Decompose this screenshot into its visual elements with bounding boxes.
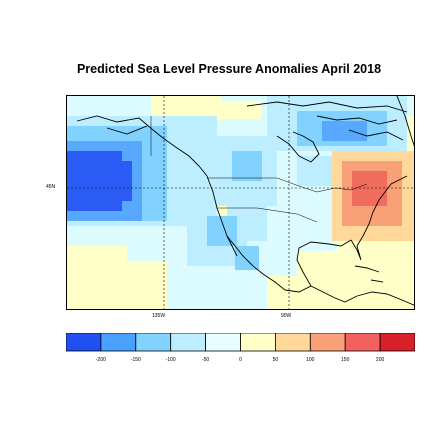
lat-label-45n: 45N: [46, 184, 56, 190]
anomaly-map: [66, 95, 415, 310]
colorbar-level-label: -50: [201, 357, 210, 363]
colorbar-swatch: [65, 332, 102, 352]
colorbar-level-label: -150: [130, 357, 141, 363]
anomaly-map-canvas: [67, 96, 414, 309]
colorbar-level-label: 200: [375, 357, 385, 363]
field-negative-core: [67, 151, 132, 211]
colorbar-level-label: 0: [239, 357, 242, 363]
colorbar-swatch: [240, 332, 276, 352]
colorbar-swatch: [170, 332, 206, 352]
lon-label-90w: 90W: [281, 313, 292, 319]
colorbar-swatch: [100, 332, 137, 352]
colorbar-level-label: -200: [95, 357, 106, 363]
colorbar-swatch: [135, 332, 172, 352]
colorbar-level-label: 50: [272, 357, 279, 363]
lon-label-135w: 135W: [152, 313, 166, 319]
colorbar-level-label: 150: [341, 357, 350, 363]
coastlines: [76, 96, 414, 306]
political-borders: [150, 116, 368, 223]
colorbar-swatch: [344, 332, 381, 352]
colorbar-level-label: -100: [165, 357, 176, 363]
colorbar-swatch: [309, 332, 346, 352]
colorbar-swatch: [379, 332, 416, 352]
colorbar-swatch: [205, 332, 241, 352]
colorbar-swatch: [274, 332, 311, 352]
colorbar-swatches: [65, 332, 416, 352]
colorbar: [65, 332, 416, 352]
field-peak-positive: [352, 171, 387, 206]
colorbar-level-label: 100: [306, 357, 315, 363]
map-title: Predicted Sea Level Pressure Anomalies A…: [76, 62, 382, 76]
